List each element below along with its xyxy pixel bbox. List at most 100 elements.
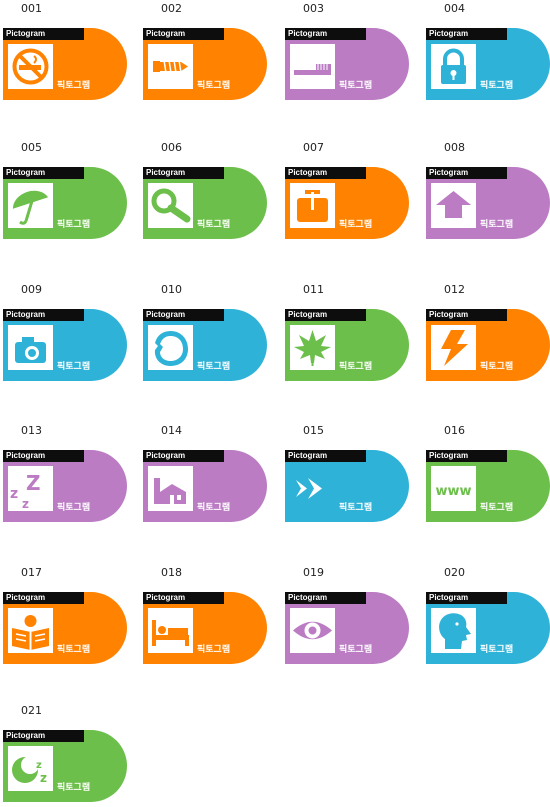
pictogram-card: Pictogram 픽토그램: [426, 309, 550, 381]
pictogram-header-label: Pictogram: [3, 309, 84, 321]
www-icon: www: [435, 484, 471, 499]
item-number: 002: [161, 2, 182, 15]
korean-label: 픽토그램: [57, 503, 91, 513]
icon-tile: z Z z: [8, 466, 53, 511]
pictogram-item: 017 Pictogram 픽토그램: [3, 566, 127, 666]
pictogram-header-label: Pictogram: [285, 592, 366, 604]
pictogram-item: 002 Pictogram 픽토그램: [143, 2, 267, 102]
item-number: 003: [303, 2, 324, 15]
pictogram-header-label: Pictogram: [285, 167, 366, 179]
icon-tile: [8, 325, 53, 370]
pictogram-card: Pictogram 픽토그램: [143, 167, 267, 239]
item-number: 018: [161, 566, 182, 579]
pictogram-card: Pictogram www 픽토그램: [426, 450, 550, 522]
pictogram-item: 019 Pictogram 픽토그램: [285, 566, 409, 666]
icon-tile: [148, 183, 193, 228]
pictogram-item: 009 Pictogram 픽토그램: [3, 283, 127, 383]
pictogram-card: Pictogram 픽토그램: [143, 450, 267, 522]
svg-text:z: z: [22, 497, 29, 511]
pictogram-header-label: Pictogram: [3, 167, 84, 179]
item-number: 011: [303, 283, 324, 296]
pictogram-item: 014 Pictogram 픽토그램: [143, 424, 267, 524]
pictogram-header-label: Pictogram: [3, 730, 84, 742]
pictogram-header-label: Pictogram: [426, 450, 507, 462]
item-number: 010: [161, 283, 182, 296]
pictogram-item: 012 Pictogram 픽토그램: [426, 283, 550, 383]
pictogram-card: Pictogram 픽토그램: [285, 167, 409, 239]
korean-label: 픽토그램: [197, 220, 231, 230]
pictogram-item: 015 Pictogram 픽토그램: [285, 424, 409, 524]
eye-icon: [293, 621, 332, 640]
icon-tile: [431, 608, 476, 653]
umbrella-icon: [12, 190, 49, 225]
sleeping-moon-icon: z z: [12, 756, 47, 785]
icon-tile: [148, 44, 193, 89]
pictogram-item: 016 Pictogram www 픽토그램: [426, 424, 550, 524]
head-profile-icon: [439, 613, 471, 649]
korean-label: 픽토그램: [480, 362, 514, 372]
icon-tile: [8, 608, 53, 653]
item-number: 020: [444, 566, 465, 579]
magnifier-icon: [151, 188, 191, 223]
item-number: 006: [161, 141, 182, 154]
pictogram-card: Pictogram 픽토그램: [426, 28, 550, 100]
up-arrow-icon: [436, 191, 471, 218]
pictogram-header-label: Pictogram: [143, 592, 224, 604]
pictogram-card: Pictogram 픽토그램: [3, 309, 127, 381]
padlock-icon: [441, 48, 466, 84]
pictogram-card: Pictogram 픽토그램: [143, 309, 267, 381]
pictogram-card: Pictogram 픽토그램: [426, 592, 550, 664]
icon-tile: [290, 608, 335, 653]
pictogram-item: 003 Pictogram 픽토그램: [285, 2, 409, 102]
korean-label: 픽토그램: [339, 220, 373, 230]
korean-label: 픽토그램: [57, 783, 91, 793]
sleep-zzz-icon: z Z z: [10, 471, 41, 511]
icon-tile: www: [431, 466, 476, 511]
icon-tile: [8, 183, 53, 228]
item-number: 021: [21, 704, 42, 717]
item-number: 013: [21, 424, 42, 437]
pictogram-item: 001 Pictogram 픽토그램: [3, 2, 127, 102]
item-number: 007: [303, 141, 324, 154]
item-number: 019: [303, 566, 324, 579]
item-number: 014: [161, 424, 182, 437]
icon-tile: [290, 44, 335, 89]
pictogram-item: 013 Pictogram z Z z 픽토그램: [3, 424, 127, 524]
pictogram-card: Pictogram 픽토그램: [143, 28, 267, 100]
icon-tile: [431, 183, 476, 228]
pictogram-card: Pictogram 픽토그램: [143, 592, 267, 664]
icon-tile: [290, 325, 335, 370]
svg-text:www: www: [435, 484, 471, 499]
suitcase-icon: [297, 190, 328, 222]
pictogram-item: 011 Pictogram 픽토그램: [285, 283, 409, 383]
pictogram-header-label: Pictogram: [143, 450, 224, 462]
icon-tile: z z: [8, 746, 53, 791]
pictogram-header-label: Pictogram: [143, 309, 224, 321]
korean-label: 픽토그램: [57, 362, 91, 372]
bed-icon: [152, 620, 189, 646]
toothbrush-icon: [294, 64, 331, 75]
pictogram-header-label: Pictogram: [426, 167, 507, 179]
korean-label: 픽토그램: [197, 503, 231, 513]
pictogram-card: Pictogram 픽토그램: [3, 28, 127, 100]
item-number: 001: [21, 2, 42, 15]
pictogram-card: Pictogram z Z z 픽토그램: [3, 450, 127, 522]
pictogram-card: Pictogram z z 픽토그램: [3, 730, 127, 802]
pictogram-header-label: Pictogram: [426, 28, 507, 40]
pictogram-item: 005 Pictogram 픽토그램: [3, 141, 127, 241]
pictogram-header-label: Pictogram: [3, 28, 84, 40]
svg-text:z: z: [40, 771, 47, 785]
item-number: 016: [444, 424, 465, 437]
item-number: 004: [444, 2, 465, 15]
fast-forward-icon: [290, 466, 335, 511]
item-number: 015: [303, 424, 324, 437]
korean-label: 픽토그램: [339, 645, 373, 655]
pictogram-item: 021 Pictogram z z 픽토그램: [3, 704, 127, 804]
pictogram-item: 008 Pictogram 픽토그램: [426, 141, 550, 241]
icon-tile: [148, 325, 193, 370]
pictogram-card: Pictogram 픽토그램: [285, 450, 409, 522]
korean-label: 픽토그램: [57, 220, 91, 230]
pictogram-header-label: Pictogram: [285, 450, 366, 462]
korean-label: 픽토그램: [57, 645, 91, 655]
pictogram-card: Pictogram 픽토그램: [285, 592, 409, 664]
